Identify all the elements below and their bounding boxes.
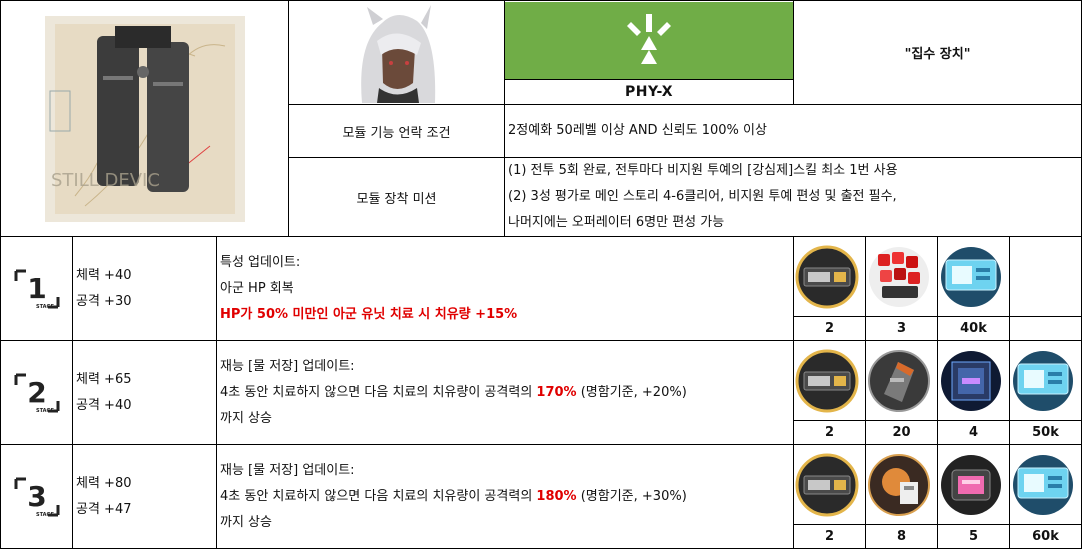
stage-3-material-2: [865, 444, 938, 525]
cyber-cube-icon: [941, 350, 1001, 411]
svg-text:2: 2: [27, 376, 46, 409]
stage-1-description: 특성 업데이트: 아군 HP 회복 HP가 50% 미만인 아군 유닛 치료 시…: [216, 236, 794, 341]
alloy-block-icon: [868, 349, 930, 412]
stage-1-material-1: [793, 236, 866, 317]
stage-3-material-1: [793, 444, 866, 525]
module-image-text: STILL DEVIC: [51, 170, 160, 191]
svg-text:3: 3: [27, 480, 46, 513]
stage-3-qty-3: 5: [937, 524, 1010, 549]
stage-2-stats: 체력 +65 공격 +40: [72, 340, 217, 445]
lmd-ticket-icon: [1013, 350, 1073, 411]
stage-1-atk: 공격 +30: [76, 293, 132, 309]
module-type-code: PHY-X: [624, 83, 674, 100]
stage-2-qty-2: 20: [865, 420, 938, 445]
stage-3-hp: 체력 +80: [76, 475, 132, 491]
stage-2-description: 재능 [물 저장] 업데이트: 4초 동안 치료하지 않으면 다음 치료의 치유…: [216, 340, 794, 445]
mission-line-2: (2) 3성 평가로 메인 스토리 4-6클리어, 비지원 투예 편성 및 출전…: [508, 189, 897, 204]
svg-text:STAGE: STAGE: [35, 512, 54, 518]
stage-1-row: 1 STAGE 체력 +40 공격 +30 특성 업데이트: 아군 HP 회복 …: [0, 236, 1082, 341]
stage-2-qty-1: 2: [793, 420, 866, 445]
stage-2-icon: 2 STAGE: [0, 340, 73, 445]
mission-value: (1) 전투 5회 완료, 전투마다 비지원 투예의 [강심제]스킬 최소 1번…: [503, 157, 1082, 237]
stage-1-qty-4: [1008, 316, 1082, 341]
svg-text:STAGE: STAGE: [35, 408, 54, 414]
stage-3-icon: 3 STAGE: [0, 444, 73, 549]
data-chip-icon: [795, 245, 859, 308]
unlock-condition-label: 모듈 기능 언락 조건: [288, 104, 505, 158]
unlock-condition-value: 2정예화 50레벨 이상 AND 신뢰도 100% 이상: [503, 104, 1082, 158]
stage-3-qty-1: 2: [793, 524, 866, 549]
medic-class-icon: [627, 14, 671, 64]
stage-1-material-3: [937, 236, 1010, 317]
stage-3-description: 재능 [물 저장] 업데이트: 4초 동안 치료하지 않으면 다음 치료의 치유…: [216, 444, 794, 549]
stage-3-atk: 공격 +47: [76, 501, 132, 517]
module-name: "집수 장치": [792, 0, 1082, 105]
mission-label: 모듈 장착 미션: [288, 157, 505, 237]
module-image: STILL DEVIC: [44, 15, 245, 222]
stage-3-qty-4: 60k: [1008, 524, 1082, 549]
module-type-cell: PHY-X: [504, 0, 794, 105]
mission-line-3: 나머지에는 오퍼레이터 6명만 편성 가능: [508, 215, 725, 230]
stage-3-material-4: [1008, 444, 1082, 525]
orange-gear-icon: [868, 453, 930, 516]
mission-line-1: (1) 전투 5회 완료, 전투마다 비지원 투예의 [강심제]스킬 최소 1번…: [508, 163, 898, 178]
stage-2-material-4: [1008, 340, 1082, 421]
stage-2-material-3: [937, 340, 1010, 421]
stage-2-atk: 공격 +40: [76, 397, 132, 413]
operator-portrait-cell: [288, 0, 505, 105]
pink-device-icon: [941, 454, 1001, 515]
stage-1-qty-3: 40k: [937, 316, 1010, 341]
module-type-banner: [505, 1, 793, 80]
module-image-cell: STILL DEVIC: [0, 0, 289, 237]
svg-text:1: 1: [27, 272, 46, 305]
stage-2-hp: 체력 +65: [76, 371, 132, 387]
stage-3-qty-2: 8: [865, 524, 938, 549]
stage-2-row: 2 STAGE 체력 +65 공격 +40 재능 [물 저장] 업데이트: 4초…: [0, 340, 1082, 445]
lmd-ticket-icon: [1013, 454, 1073, 515]
data-chip-icon: [795, 453, 859, 516]
data-chip-icon: [795, 349, 859, 412]
stage-3-row: 3 STAGE 체력 +80 공격 +47 재능 [물 저장] 업데이트: 4초…: [0, 444, 1082, 549]
stage-2-qty-3: 4: [937, 420, 1010, 445]
stage-1-stats: 체력 +40 공격 +30: [72, 236, 217, 341]
svg-text:STAGE: STAGE: [35, 304, 54, 310]
stage-1-qty-2: 3: [865, 316, 938, 341]
operator-portrait: [336, 2, 457, 103]
stage-3-stats: 체력 +80 공격 +47: [72, 444, 217, 549]
stage-1-material-4: [1008, 236, 1082, 317]
stage-2-material-2: [865, 340, 938, 421]
stage-3-material-3: [937, 444, 1010, 525]
stage-2-material-1: [793, 340, 866, 421]
red-cube-icon: [869, 246, 929, 307]
stage-2-qty-4: 50k: [1008, 420, 1082, 445]
lmd-ticket-icon: [941, 246, 1001, 307]
stage-1-qty-1: 2: [793, 316, 866, 341]
stage-1-icon: 1 STAGE: [0, 236, 73, 341]
stage-1-material-2: [865, 236, 938, 317]
stage-1-hp: 체력 +40: [76, 267, 132, 283]
